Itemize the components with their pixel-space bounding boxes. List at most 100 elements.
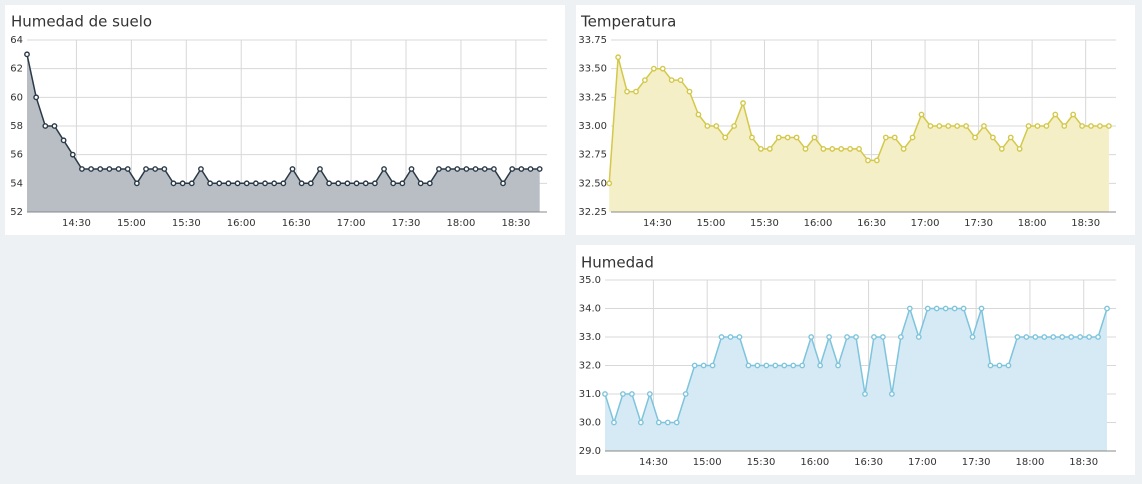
point: [722, 134, 729, 141]
point: [24, 51, 30, 58]
point: [969, 334, 976, 340]
point: [179, 180, 186, 187]
x-tick-label: 15:00: [693, 457, 722, 468]
x-tick-label: 18:30: [501, 218, 530, 229]
point: [88, 166, 94, 172]
point: [225, 180, 232, 187]
point: [152, 166, 159, 172]
point: [1023, 334, 1030, 340]
point: [781, 362, 788, 369]
x-tick-label: 16:30: [857, 218, 886, 229]
point: [731, 123, 738, 129]
point: [960, 305, 967, 312]
point: [963, 123, 970, 129]
point: [1097, 123, 1103, 129]
point: [772, 362, 779, 369]
point: [700, 362, 707, 369]
point: [835, 362, 841, 369]
point: [408, 166, 415, 172]
point: [871, 334, 877, 340]
point: [865, 157, 871, 164]
point: [280, 180, 287, 187]
point: [170, 180, 177, 187]
point: [611, 419, 617, 426]
point: [942, 305, 949, 312]
x-tick-label: 15:30: [172, 218, 201, 229]
point: [820, 146, 827, 152]
x-tick-label: 17:30: [964, 218, 993, 229]
x-tick-label: 16:00: [800, 457, 829, 468]
point: [289, 166, 296, 172]
point: [673, 419, 680, 426]
y-tick-label: 62: [10, 64, 23, 75]
x-tick-label: 14:30: [639, 457, 668, 468]
x-tick-label: 16:00: [804, 218, 833, 229]
point: [1068, 334, 1075, 340]
point: [417, 180, 424, 187]
point: [353, 180, 360, 187]
point: [1016, 146, 1023, 152]
point: [1014, 334, 1021, 340]
point: [106, 166, 113, 172]
point: [906, 305, 913, 312]
point: [326, 180, 333, 187]
point: [844, 334, 850, 340]
point: [271, 180, 278, 187]
y-tick-label: 32.25: [578, 207, 607, 218]
x-tick-label: 16:00: [227, 218, 256, 229]
area: [605, 308, 1107, 451]
x-tick-label: 17:30: [392, 218, 421, 229]
y-tick-label: 35.0: [579, 275, 601, 286]
point: [808, 334, 815, 340]
point: [298, 180, 305, 187]
x-tick-label: 15:00: [117, 218, 146, 229]
point: [1095, 334, 1101, 340]
point: [143, 166, 149, 172]
point: [951, 305, 958, 312]
point: [677, 77, 684, 84]
point: [124, 166, 131, 172]
x-tick-label: 17:30: [962, 457, 991, 468]
point: [1032, 334, 1039, 340]
point: [234, 180, 241, 187]
point: [399, 180, 406, 187]
point: [500, 180, 506, 187]
x-tick-label: 14:30: [643, 218, 672, 229]
y-tick-label: 33.0: [579, 332, 601, 343]
point: [909, 134, 916, 141]
point: [900, 146, 907, 152]
point: [454, 166, 461, 172]
x-tick-label: 15:00: [697, 218, 726, 229]
x-tick-label: 17:00: [908, 457, 937, 468]
point: [133, 180, 140, 187]
point: [1043, 123, 1050, 129]
point: [615, 54, 622, 61]
point: [60, 137, 67, 144]
point: [838, 146, 845, 152]
point: [1034, 123, 1041, 129]
point: [978, 305, 985, 312]
x-tick-label: 17:00: [337, 218, 366, 229]
point: [691, 362, 698, 369]
point: [915, 334, 922, 340]
point: [243, 180, 250, 187]
point: [1070, 111, 1077, 118]
point: [1059, 334, 1066, 340]
y-tick-label: 56: [10, 150, 23, 161]
point: [862, 391, 868, 397]
point: [704, 123, 711, 129]
point: [624, 88, 630, 95]
point: [51, 123, 58, 129]
point: [972, 134, 978, 141]
point: [642, 77, 648, 84]
point: [727, 334, 734, 340]
point: [426, 180, 433, 187]
point: [945, 123, 952, 129]
point: [317, 166, 323, 172]
point: [1079, 123, 1085, 129]
point: [996, 362, 1003, 369]
point: [989, 134, 996, 141]
point: [307, 180, 314, 187]
point: [491, 166, 497, 172]
point: [1041, 334, 1048, 340]
